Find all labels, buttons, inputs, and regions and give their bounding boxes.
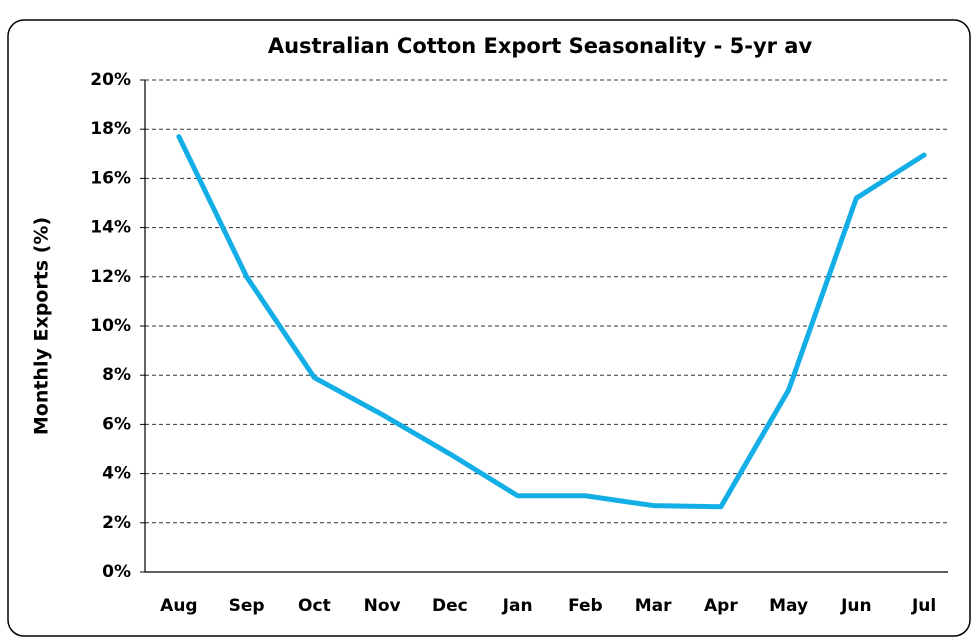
y-tick-label: 8% — [102, 365, 131, 385]
y-tick-label: 12% — [90, 267, 131, 287]
x-tick-label: Nov — [364, 596, 401, 616]
chart-title: Australian Cotton Export Seasonality - 5… — [268, 34, 813, 58]
x-tick-label: Feb — [568, 596, 603, 616]
x-tick-label: Mar — [635, 596, 672, 616]
y-tick-label: 0% — [102, 562, 131, 582]
x-tick-label: Aug — [160, 596, 197, 616]
series-line — [176, 134, 927, 510]
x-tick-label: Dec — [432, 596, 468, 616]
x-tick-label: May — [769, 596, 808, 616]
y-tick-label: 6% — [102, 414, 131, 434]
x-tick-label: Jan — [502, 596, 533, 616]
y-tick-label: 4% — [102, 464, 131, 484]
y-tick-label: 2% — [102, 513, 131, 533]
x-tick-label: Oct — [298, 596, 331, 616]
y-axis-title: Monthly Exports (%) — [31, 217, 53, 435]
x-tick-label: Sep — [229, 596, 265, 616]
chart-frame — [7, 19, 971, 637]
y-tick-label: 16% — [90, 168, 131, 188]
y-tick-label: 10% — [90, 316, 131, 336]
y-tick-label: 14% — [90, 218, 131, 238]
x-tick-label: Jun — [840, 596, 872, 616]
x-tick-label: Jul — [911, 596, 936, 616]
x-tick-label: Apr — [704, 596, 738, 616]
y-tick-label: 18% — [90, 119, 131, 139]
y-tick-label: 20% — [90, 70, 131, 90]
